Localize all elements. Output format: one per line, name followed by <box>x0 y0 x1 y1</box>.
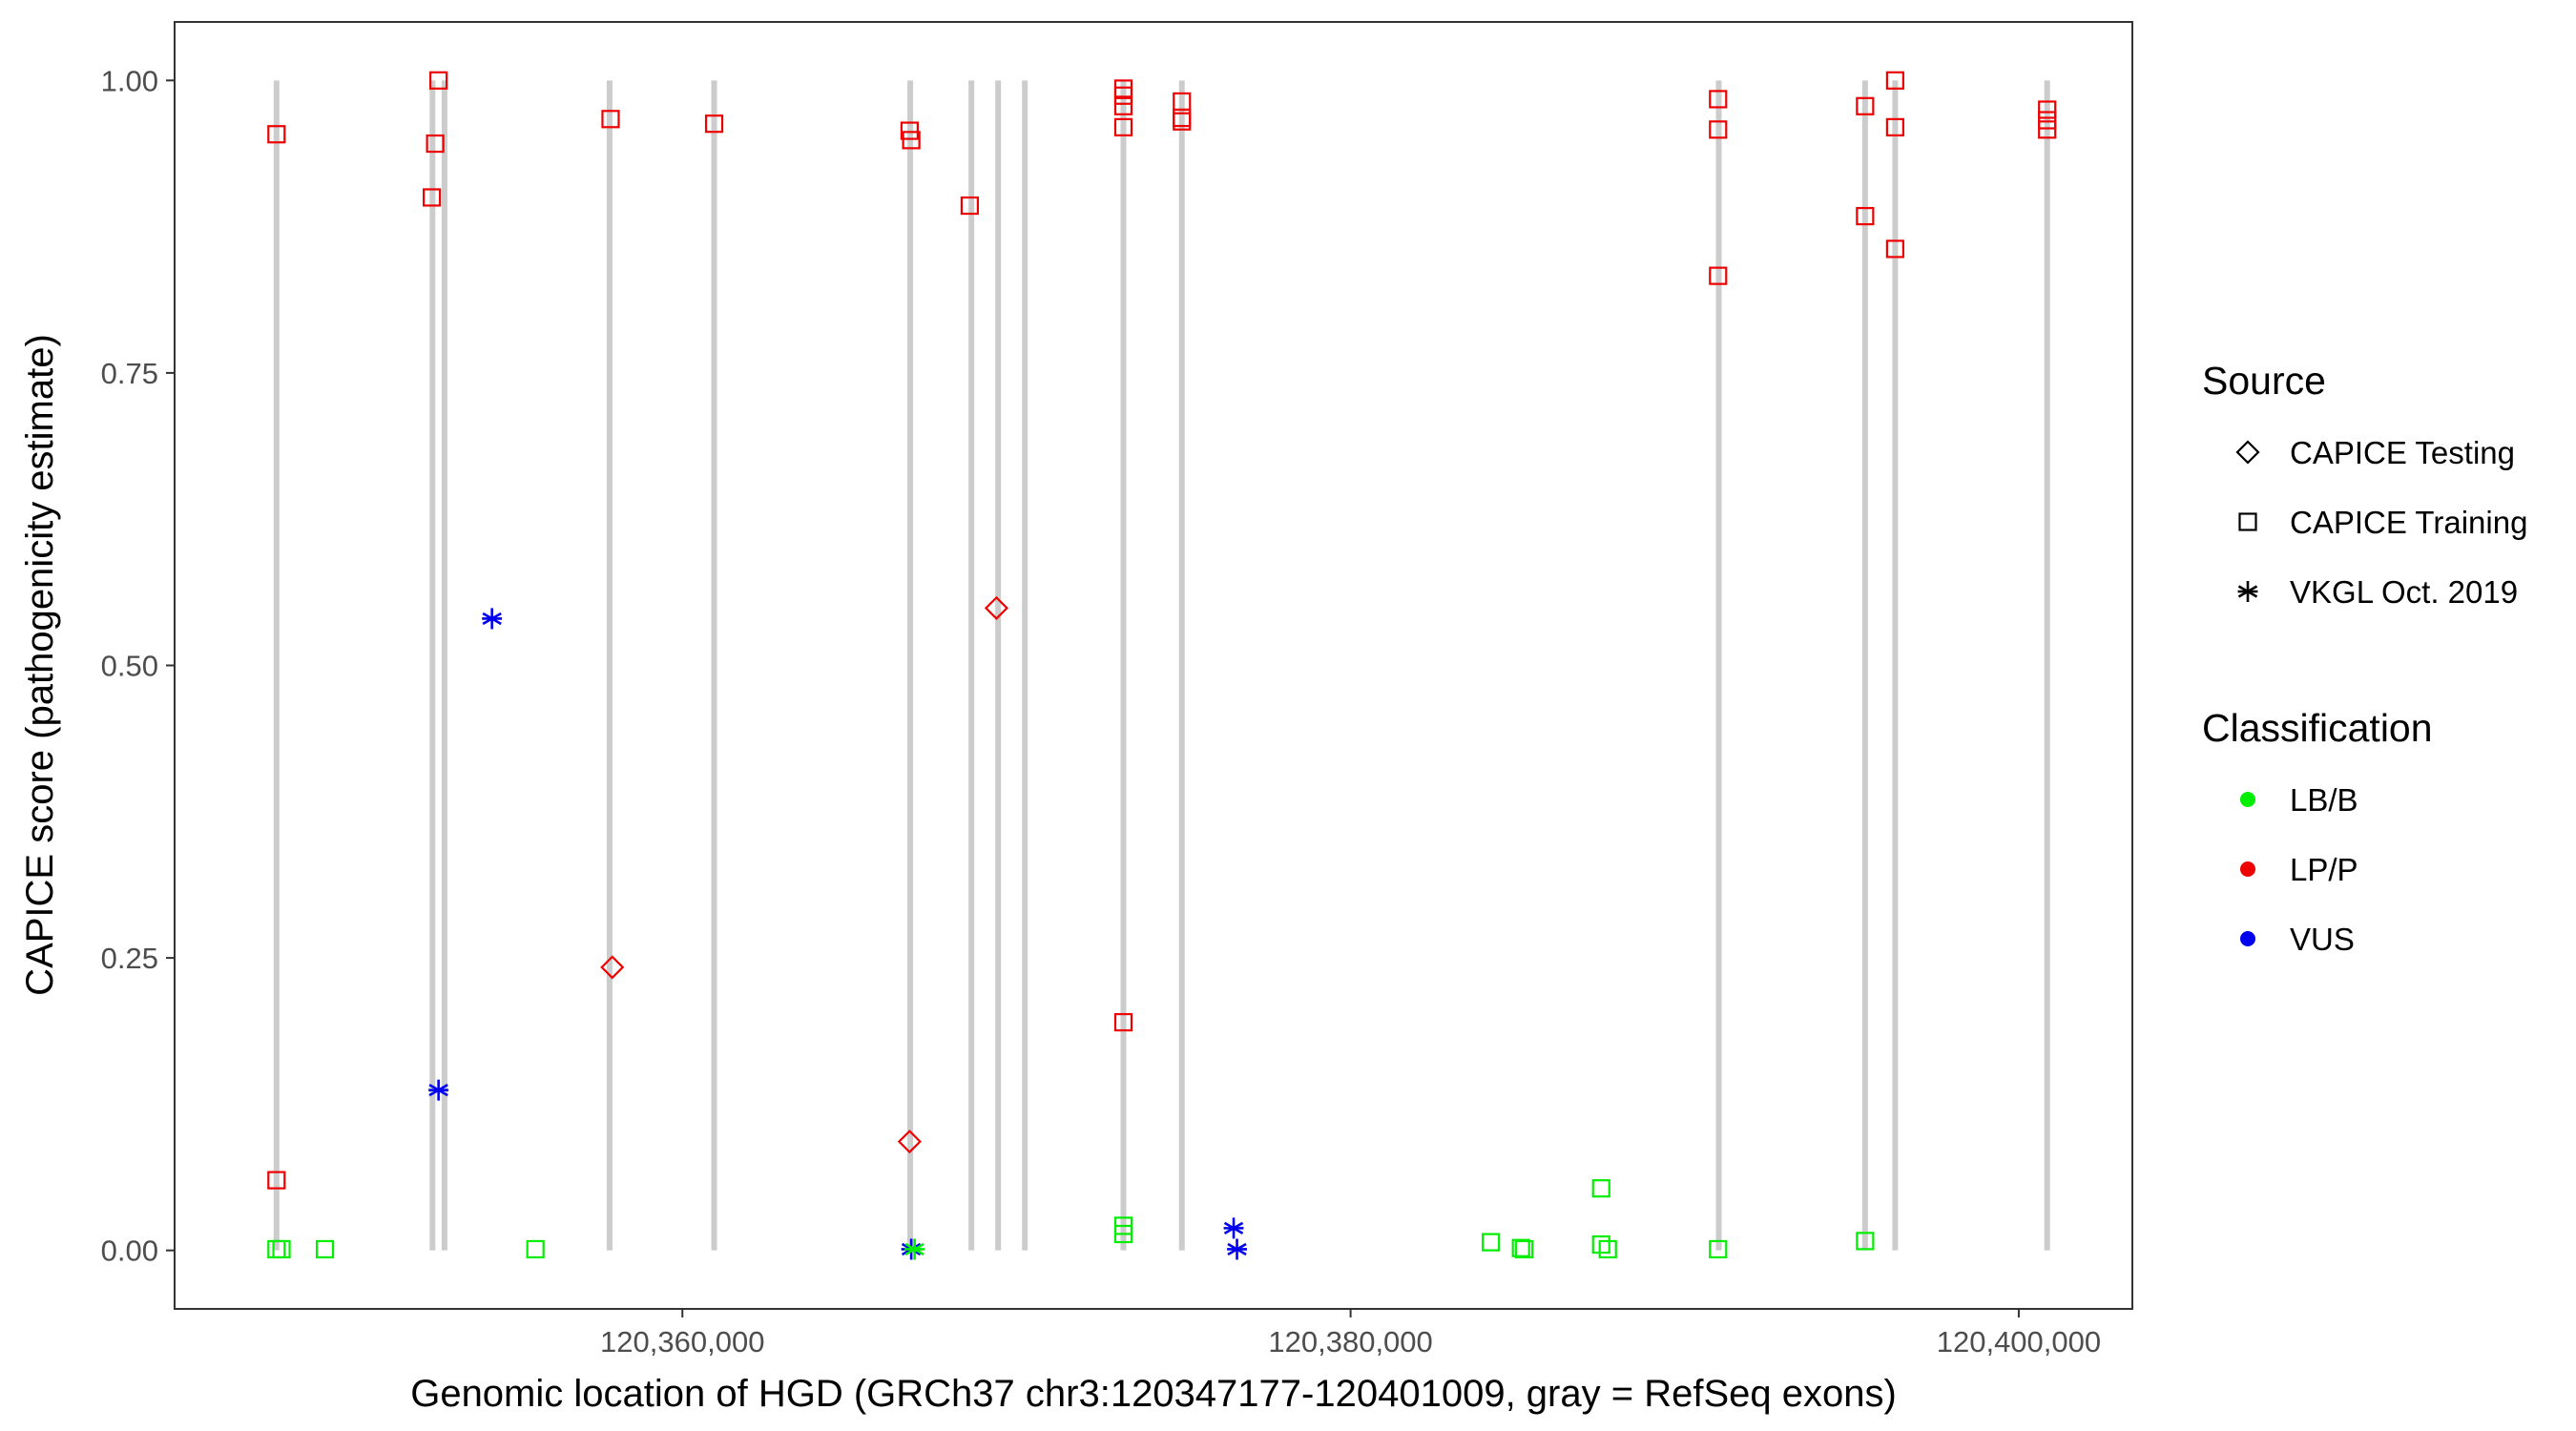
legend-class-label: LB/B <box>2290 782 2358 818</box>
data-point <box>267 1171 286 1190</box>
y-tick-label: 0.00 <box>101 1234 158 1268</box>
legend-source-item: CAPICE Training <box>2238 505 2527 540</box>
data-point <box>429 71 448 90</box>
data-point <box>1113 1012 1133 1032</box>
legend-source-items: CAPICE Testing CAPICE Training VKGL Oct. 2… <box>2235 435 2527 610</box>
data-point <box>1709 90 1728 109</box>
data-point <box>1227 1238 1247 1260</box>
data-point <box>315 1239 335 1259</box>
data-point <box>272 1239 291 1259</box>
data-point <box>1885 239 1904 259</box>
legend-color-key <box>2240 792 2255 807</box>
x-tick-label: 120,360,000 <box>600 1325 764 1358</box>
y-axis: 0.00 0.25 0.50 0.75 1.00 <box>101 64 175 1268</box>
data-point <box>426 134 445 154</box>
data-point <box>1173 112 1192 131</box>
data-point <box>1885 117 1904 136</box>
x-axis: 120,360,000 120,380,000 120,400,000 <box>600 1309 2101 1358</box>
data-point <box>601 110 620 129</box>
data-point <box>900 121 919 140</box>
legend-color-key <box>2240 861 2255 877</box>
data-point <box>1709 1239 1728 1259</box>
legend-source-item: CAPICE Testing <box>2235 435 2515 470</box>
legend-class-item: LP/P <box>2240 852 2358 887</box>
legend-source-label: VKGL Oct. 2019 <box>2290 574 2518 610</box>
data-point <box>1709 266 1728 285</box>
data-point <box>1511 1238 1530 1257</box>
y-axis-label: CAPICE score (pathogenicity estimate) <box>19 334 61 996</box>
legend-square-key <box>2238 512 2257 531</box>
legend-asterisk-key <box>2237 581 2258 602</box>
data-point <box>1591 1234 1610 1255</box>
legend-source-item: VKGL Oct. 2019 <box>2237 574 2518 610</box>
data-point <box>1856 1232 1875 1251</box>
y-tick-label: 0.50 <box>101 650 158 683</box>
legend-class-items: LB/B LP/P VUS <box>2240 782 2358 957</box>
data-point <box>428 1079 449 1101</box>
x-tick-label: 120,380,000 <box>1268 1325 1432 1358</box>
data-point <box>1856 96 1875 115</box>
legend-class-item: LB/B <box>2240 782 2358 818</box>
data-point <box>1113 86 1133 105</box>
data-point <box>1598 1239 1617 1259</box>
legend: Source CAPICE Testing CAPICE Training VKGL… <box>2202 359 2527 957</box>
x-tick-label: 120,400,000 <box>1937 1325 2101 1358</box>
data-point <box>1223 1217 1244 1239</box>
legend-class-label: LP/P <box>2290 852 2358 887</box>
legend-diamond-key <box>2235 440 2260 465</box>
data-point <box>1113 96 1133 115</box>
data-point <box>704 114 724 134</box>
data-point <box>267 125 286 144</box>
legend-color-key <box>2240 931 2255 946</box>
data-point <box>2038 100 2057 119</box>
y-tick-label: 1.00 <box>101 64 158 97</box>
legend-source-title: Source <box>2202 359 2326 403</box>
x-axis-label: Genomic location of HGD (GRCh37 chr3:120… <box>410 1373 1897 1415</box>
data-point <box>482 608 503 630</box>
legend-class-label: VUS <box>2290 922 2355 957</box>
data-point <box>1515 1239 1534 1259</box>
data-point <box>2038 120 2057 139</box>
data-point <box>1113 1224 1133 1244</box>
y-tick-label: 0.75 <box>101 357 158 390</box>
data-point <box>897 1130 922 1154</box>
data-point <box>1113 117 1133 136</box>
legend-source-label: CAPICE Testing <box>2290 435 2515 470</box>
data-point <box>902 131 921 150</box>
data-point <box>2038 111 2057 130</box>
legend-class-item: VUS <box>2240 922 2355 957</box>
legend-source-label: CAPICE Training <box>2290 505 2527 540</box>
data-point <box>1885 71 1904 90</box>
data-point <box>526 1239 545 1259</box>
legend-classification-title: Classification <box>2202 706 2433 750</box>
data-point <box>1591 1179 1610 1198</box>
data-point <box>1482 1233 1501 1252</box>
data-point <box>984 595 1008 620</box>
points-layer <box>267 71 2057 1260</box>
data-point <box>960 196 980 216</box>
data-point <box>1856 206 1875 226</box>
data-point <box>904 1238 925 1260</box>
data-point <box>600 955 625 980</box>
y-tick-label: 0.25 <box>101 942 158 975</box>
data-point <box>1709 120 1728 139</box>
data-point <box>423 188 442 207</box>
exon-layer <box>273 80 2050 1251</box>
